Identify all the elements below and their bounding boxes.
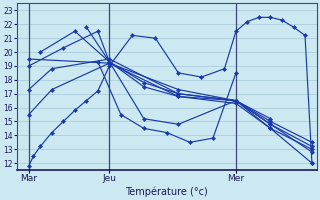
X-axis label: Température (°c): Température (°c) [125, 186, 208, 197]
